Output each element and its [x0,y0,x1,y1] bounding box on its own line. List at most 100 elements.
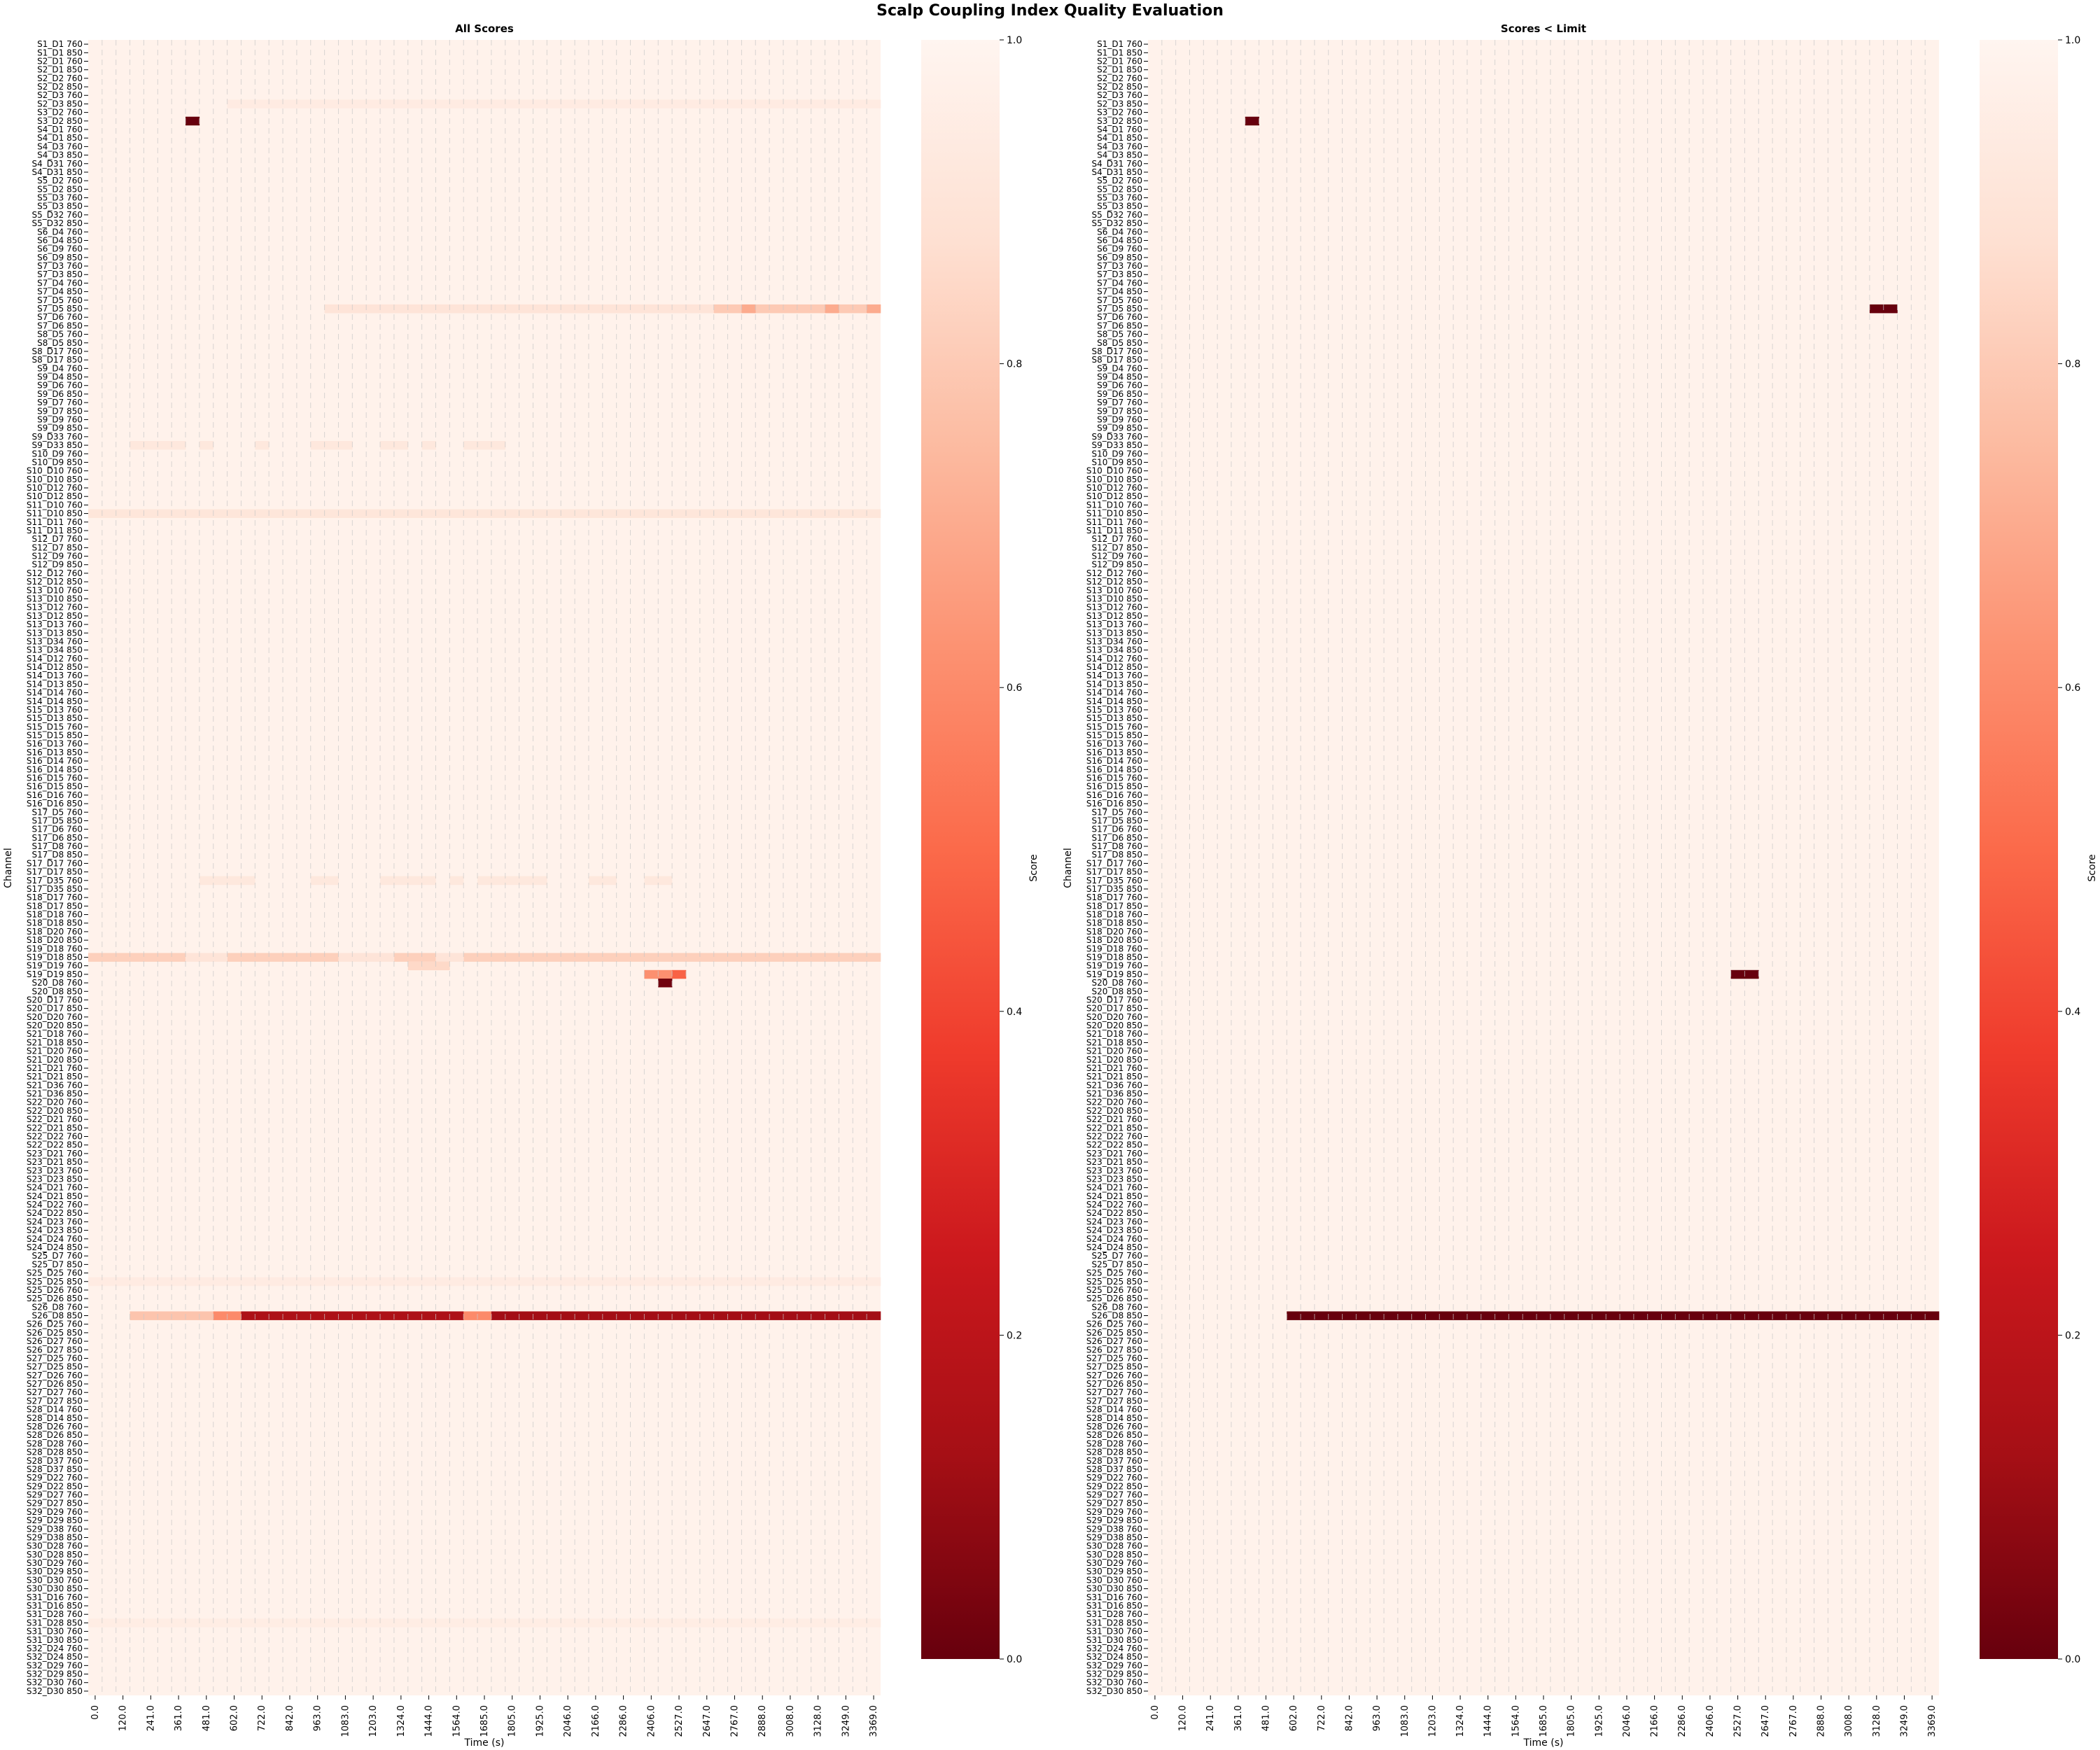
y-tick-label: S22_D20 760 [1086,1098,1142,1107]
heatmap-cell [463,1277,478,1287]
heatmap-cell [685,509,701,518]
heatmap-cell [421,961,436,971]
heatmap-cell [491,876,506,886]
heatmap-cell [102,1277,117,1287]
y-tick-label: S28_D14 850 [1086,1413,1142,1423]
y-tick-label: S28_D28 760 [27,1438,83,1448]
y-tick-label: S27_D27 850 [1086,1396,1142,1406]
heatmap-cell [491,440,506,450]
y-tick-label: S28_D14 760 [1086,1405,1142,1415]
heatmap-cell [421,99,436,108]
heatmap-cell [853,99,867,108]
y-tick-label: S4_D1 850 [1097,133,1142,143]
heatmap-cell [158,953,172,962]
y-tick-label: S19_D19 850 [27,969,83,979]
y-tick-label: S20_D20 850 [27,1021,83,1030]
heatmap-cell [491,953,506,962]
heatmap-cell [713,99,728,108]
heatmap-cell [310,509,325,518]
heatmap-cell [463,953,478,962]
heatmap-cell [783,953,798,962]
y-tick-label: S24_D23 850 [27,1226,83,1236]
y-tick-label: S27_D26 850 [27,1379,83,1389]
y-tick-label: S9_D9 760 [37,414,83,424]
y-tick-label: S12_D7 760 [1092,534,1142,544]
y-tick-label: S10_D9 850 [1092,457,1142,467]
heatmap-cell [463,440,478,450]
heatmap-cell [1786,1311,1801,1320]
heatmap-cell [449,509,464,518]
heatmap-cell [867,509,881,518]
y-tick-label: S8_D5 760 [1097,330,1142,340]
y-tick-label: S31_D16 760 [27,1592,83,1602]
heatmap-cell [435,961,450,971]
heatmap-cell [699,1311,714,1320]
heatmap-cell [616,304,631,314]
y-tick-label: S27_D26 850 [1086,1379,1142,1389]
y-tick-label: S24_D24 760 [27,1234,83,1244]
heatmap-cell [561,99,575,108]
heatmap-cell [172,1277,186,1287]
heatmap-cell [366,1311,381,1320]
y-tick-label: S7_D5 760 [37,295,83,305]
heatmap-cell [839,953,853,962]
heatmap-cell [1689,1311,1704,1320]
heatmap-cell [644,304,659,314]
heatmap-cell [255,1311,270,1320]
y-tick-label: S6_D9 850 [37,253,83,262]
y-tick-label: S27_D27 760 [27,1387,83,1397]
y-tick-label: S18_D18 760 [1086,910,1142,920]
x-tick-label: 2286.0 [619,1705,629,1737]
heatmap-cell [421,1618,436,1628]
y-tick-label: S32_D24 850 [27,1652,83,1662]
heatmap-cell [255,953,270,962]
heatmap-cell [685,1311,701,1320]
heatmap-cell [811,304,825,314]
heatmap-cell [547,1618,561,1628]
y-tick-label: S28_D28 850 [1086,1448,1142,1457]
y-tick-label: S21_D21 850 [1086,1072,1142,1082]
x-tick-label: 481.0 [1261,1705,1272,1731]
heatmap-cell [713,1311,728,1320]
heatmap-cell [213,509,227,518]
heatmap-cell [199,1311,214,1320]
y-tick-label: S30_D30 760 [27,1575,83,1585]
y-tick-label: S6_D9 760 [1097,244,1142,254]
colorbar-tick-label: 0.6 [2065,682,2080,694]
heatmap-cell [1647,1311,1662,1320]
heatmap-cell [491,1311,506,1320]
heatmap-cell [797,509,812,518]
y-tick-label: S12_D12 850 [27,577,83,587]
heatmap-cell [324,876,339,886]
y-tick-label: S9_D7 850 [1097,406,1142,416]
heatmap-cell [575,1618,589,1628]
y-tick-label: S18_D20 760 [27,927,83,937]
colorbar-tick-label: 0.4 [1007,1007,1022,1018]
heatmap-cell [352,1311,367,1320]
y-tick-label: S20_D17 760 [1086,995,1142,1004]
heatmap-cell [561,1277,575,1287]
y-tick-label: S19_D19 760 [1086,961,1142,971]
y-tick-label: S19_D18 760 [1086,944,1142,953]
y-tick-label: S9_D7 850 [37,406,83,416]
y-tick-label: S30_D28 850 [27,1550,83,1560]
y-tick-label: S29_D27 760 [27,1490,83,1500]
heatmap-cell [783,509,798,518]
y-tick-label: S12_D7 850 [1092,542,1142,552]
y-tick-label: S17_D35 760 [27,876,83,886]
y-tick-label: S29_D29 760 [27,1507,83,1517]
heatmap-cell [644,953,659,962]
y-tick-label: S19_D19 760 [27,961,83,971]
heatmap-cell [158,1277,172,1287]
heatmap-cell [477,509,492,518]
y-tick-label: S14_D13 850 [27,679,83,689]
y-tick-label: S7_D3 850 [1097,270,1142,279]
heatmap-cell [588,1618,603,1628]
y-tick-label: S20_D20 760 [1086,1012,1142,1022]
x-tick-label: 1203.0 [1427,1705,1438,1737]
x-tick-label: 1564.0 [1511,1705,1521,1737]
heatmap-cell [352,1277,367,1287]
y-tick-label: S2_D1 760 [37,56,83,66]
heatmap-cell [547,1277,561,1287]
y-tick-label: S29_D38 850 [27,1532,83,1542]
